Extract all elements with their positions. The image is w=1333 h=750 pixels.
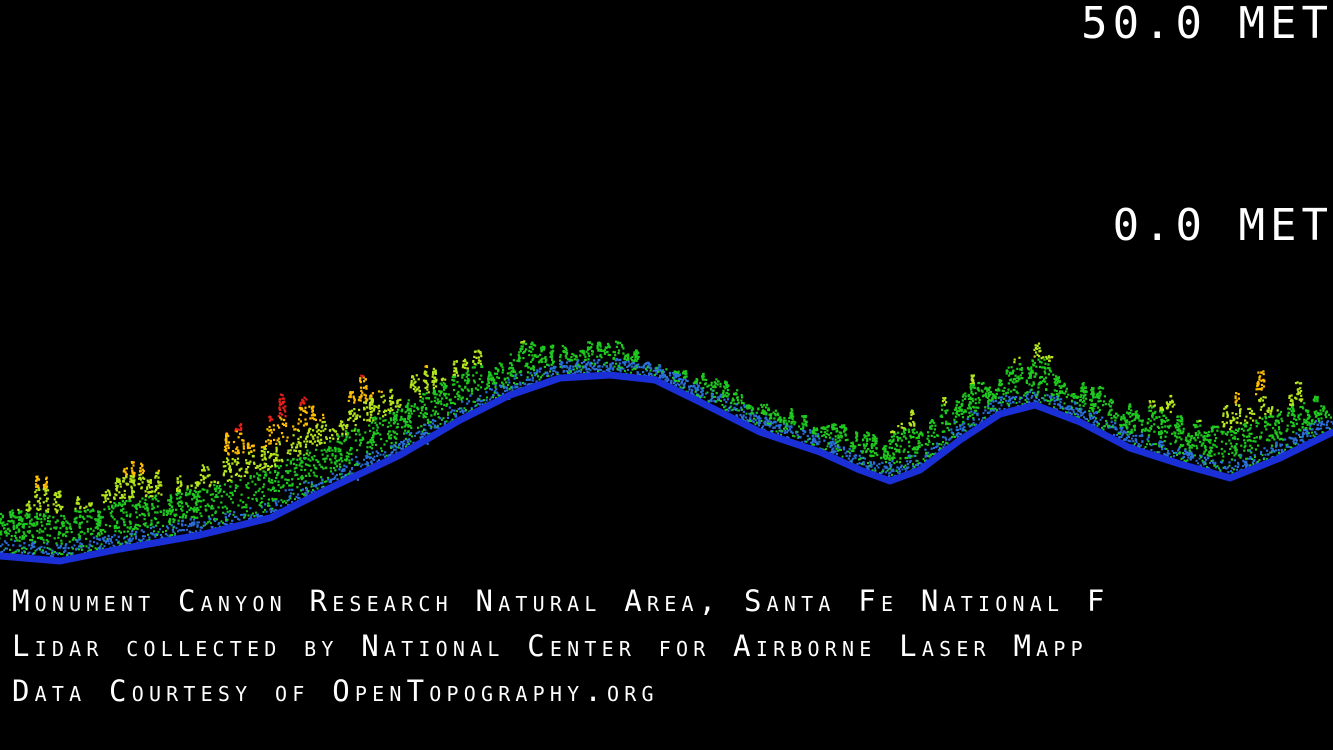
scale-label-zero: 0.0 MET: [1112, 200, 1333, 251]
caption-location: Monument Canyon Research Natural Area, S…: [12, 584, 1110, 618]
scale-label-top: 50.0 MET: [1081, 0, 1333, 49]
caption-credit: Data Courtesy of OpenTopography.org: [12, 674, 659, 708]
ground-surface-line: [0, 371, 1333, 565]
caption-collection: Lidar collected by National Center for A…: [12, 629, 1088, 663]
vegetation-canopy: [0, 340, 1333, 558]
